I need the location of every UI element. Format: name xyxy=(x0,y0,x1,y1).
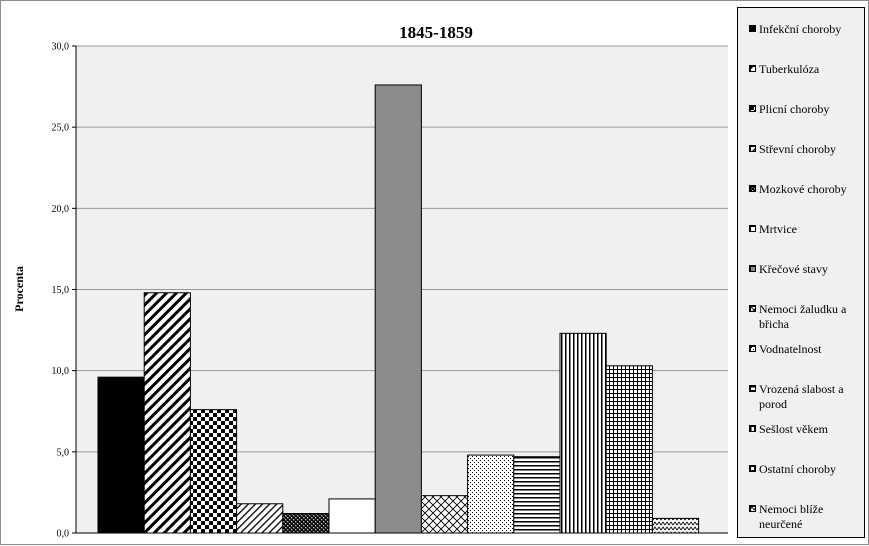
y-axis-label: Procenta xyxy=(12,266,26,312)
legend-swatch xyxy=(749,505,756,512)
legend-item: Vrozená slabost a porod xyxy=(749,382,866,412)
legend-item: Mrtvice xyxy=(749,222,866,237)
legend-item: Mozkové choroby xyxy=(749,182,866,197)
legend-item: Tuberkulóza xyxy=(749,62,866,77)
legend-swatch xyxy=(749,265,756,272)
y-tick-label: 15,0 xyxy=(52,285,70,296)
y-tick-label: 0,0 xyxy=(57,529,70,540)
legend-label: Mrtvice xyxy=(759,222,797,236)
chart-title: 1845-1859 xyxy=(399,23,473,42)
legend-label: Infekční choroby xyxy=(759,22,842,36)
legend-label: Plicní choroby xyxy=(759,102,830,116)
legend-label: Vrozená slabost a porod xyxy=(759,382,844,411)
legend-label: Vodnatelnost xyxy=(759,342,822,356)
bar-12 xyxy=(605,365,653,534)
y-tick-label: 5,0 xyxy=(57,447,70,458)
bar-2 xyxy=(143,292,191,534)
legend-item: Střevní choroby xyxy=(749,142,866,157)
bar-3 xyxy=(189,409,238,534)
legend-label: Sešlost věkem xyxy=(759,422,828,436)
legend-swatch xyxy=(749,345,756,352)
bar-1 xyxy=(97,376,145,534)
legend-item: Křečové stavy xyxy=(749,262,866,277)
bar-5 xyxy=(282,513,330,534)
y-tick-label: 10,0 xyxy=(52,366,70,377)
legend-swatch xyxy=(749,425,756,432)
bar-11 xyxy=(559,332,607,534)
legend-item: Ostatní choroby xyxy=(749,462,866,477)
y-tick-label: 20,0 xyxy=(52,204,70,215)
legend: Infekční choroby Tuberkulóza Plicní chorob… xyxy=(737,7,865,538)
bar-4 xyxy=(236,503,284,534)
legend-item: Plicní choroby xyxy=(749,102,866,117)
legend-label: Ostatní choroby xyxy=(759,462,836,476)
legend-swatch xyxy=(749,305,756,312)
y-axis-ticks: 0,0 5,0 10,0 15,0 20,0 25,0 30,0 xyxy=(52,42,76,540)
legend-swatch xyxy=(749,185,756,192)
legend-item: Infekční choroby xyxy=(749,22,866,37)
legend-swatch xyxy=(749,105,756,112)
bar-8 xyxy=(420,495,469,534)
legend-swatch xyxy=(749,65,756,72)
bar-13 xyxy=(651,517,700,534)
legend-item: Vodnatelnost xyxy=(749,342,866,357)
legend-swatch xyxy=(749,225,756,232)
legend-label: Tuberkulóza xyxy=(759,62,820,76)
legend-label: Nemoci blíže neurčené xyxy=(759,502,824,531)
bars xyxy=(97,84,700,534)
legend-label: Střevní choroby xyxy=(759,142,836,156)
legend-label: Křečové stavy xyxy=(759,262,828,276)
legend-swatch xyxy=(749,385,756,392)
legend-item: Sešlost věkem xyxy=(749,422,866,437)
y-tick-label: 25,0 xyxy=(52,123,70,134)
bar-7 xyxy=(374,84,422,534)
y-tick-label: 30,0 xyxy=(52,42,70,53)
legend-swatch xyxy=(749,145,756,152)
legend-label: Mozkové choroby xyxy=(759,182,847,196)
legend-item: Nemoci žaludku a břicha xyxy=(749,302,866,332)
bar-9 xyxy=(467,454,515,534)
legend-item: Nemoci blíže neurčené xyxy=(749,502,866,532)
legend-swatch xyxy=(749,25,756,32)
legend-label: Nemoci žaludku a břicha xyxy=(759,302,847,331)
legend-swatch xyxy=(749,465,756,472)
bar-6 xyxy=(328,498,376,534)
bar-10 xyxy=(513,456,561,534)
